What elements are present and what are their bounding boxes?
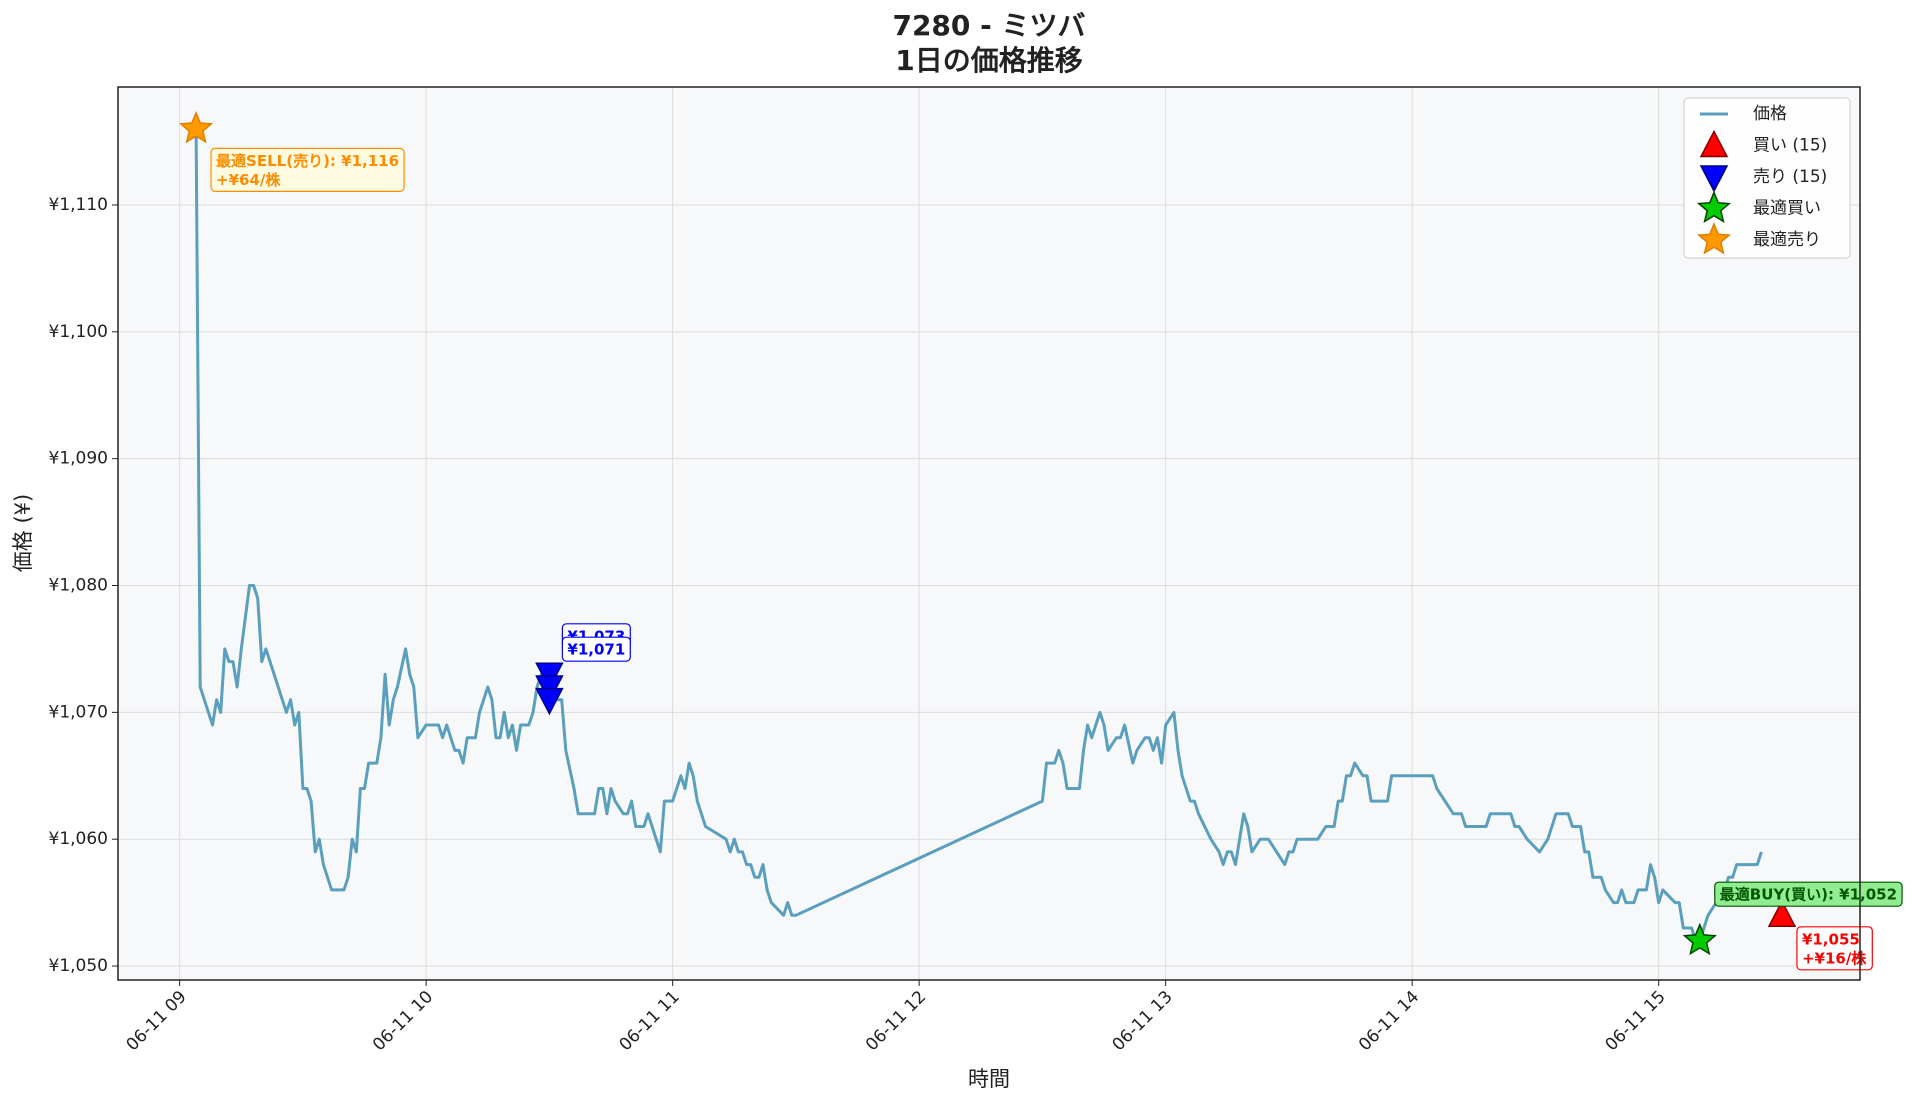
star-marker [178, 110, 214, 144]
legend-box [1683, 97, 1851, 259]
x-tick-label: 06-11 09 [123, 987, 191, 1055]
x-tick-label: 06-11 12 [862, 987, 930, 1055]
annotation-text: 最適SELL(売り): ¥1,116 +¥64/株 [216, 151, 399, 188]
legend-label: 最適売り [1753, 230, 1821, 250]
chart-title: 7280 - ミツバ [892, 9, 1085, 42]
price-line [194, 128, 1763, 943]
annotation: ¥1,071 [561, 636, 631, 662]
annotation-line: 最適SELL(売り): ¥1,116 [216, 151, 399, 169]
chart-subtitle: 1日の価格推移 [895, 44, 1082, 77]
plot-frame [117, 86, 1861, 981]
legend-label: 買い (15) [1753, 136, 1827, 156]
annotation: 最適SELL(売り): ¥1,116 +¥64/株 [210, 147, 405, 192]
annotation-line: +¥64/株 [216, 170, 281, 188]
annotation-box [561, 636, 631, 662]
y-tick-label: ¥1,100 [49, 322, 108, 342]
annotation-line: +¥16/株 [1802, 949, 1867, 967]
x-axis-label: 時間 [968, 1067, 1010, 1091]
legend-swatch [1699, 165, 1729, 193]
annotation-text: ¥1,071 [567, 640, 625, 658]
plot-area [118, 87, 1860, 980]
triangle-up-marker [1767, 899, 1797, 928]
x-tick-label: 06-11 11 [616, 987, 684, 1055]
y-tick-label: ¥1,090 [49, 449, 108, 469]
legend-swatch [1696, 190, 1732, 223]
x-tick-label: 06-11 15 [1602, 987, 1670, 1055]
legend-label: 最適買い [1753, 199, 1821, 219]
y-axis-label: 価格 (¥) [11, 494, 35, 572]
legend-label: 価格 [1753, 104, 1787, 124]
legend-swatch [1699, 129, 1729, 158]
annotation: ¥1,055 +¥16/株 [1796, 926, 1873, 971]
annotation-line: ¥1,071 [567, 640, 625, 658]
x-tick-label: 06-11 13 [1109, 987, 1177, 1055]
star-marker [1682, 922, 1717, 956]
y-tick-label: ¥1,110 [49, 195, 108, 215]
annotation-box [1714, 881, 1903, 907]
annotation-text: ¥1,055 +¥16/株 [1802, 930, 1867, 967]
annotation-box [210, 147, 405, 192]
y-tick-label: ¥1,080 [49, 576, 108, 596]
x-tick-label: 06-11 14 [1355, 987, 1423, 1055]
annotation-text: 最適BUY(買い): ¥1,052 [1720, 885, 1897, 903]
annotation-box [1796, 926, 1873, 971]
x-tick-label: 06-11 10 [369, 987, 437, 1055]
legend-swatch [1696, 222, 1732, 255]
annotation: 最適BUY(買い): ¥1,052 [1714, 881, 1903, 907]
y-tick-label: ¥1,060 [49, 829, 108, 849]
annotation-line: ¥1,055 [1802, 930, 1860, 948]
triangle-down-marker [535, 687, 564, 716]
legend-label: 売り (15) [1753, 167, 1827, 187]
y-tick-label: ¥1,050 [49, 956, 108, 976]
y-tick-label: ¥1,070 [49, 702, 108, 722]
annotation-line: 最適BUY(買い): ¥1,052 [1720, 885, 1897, 903]
